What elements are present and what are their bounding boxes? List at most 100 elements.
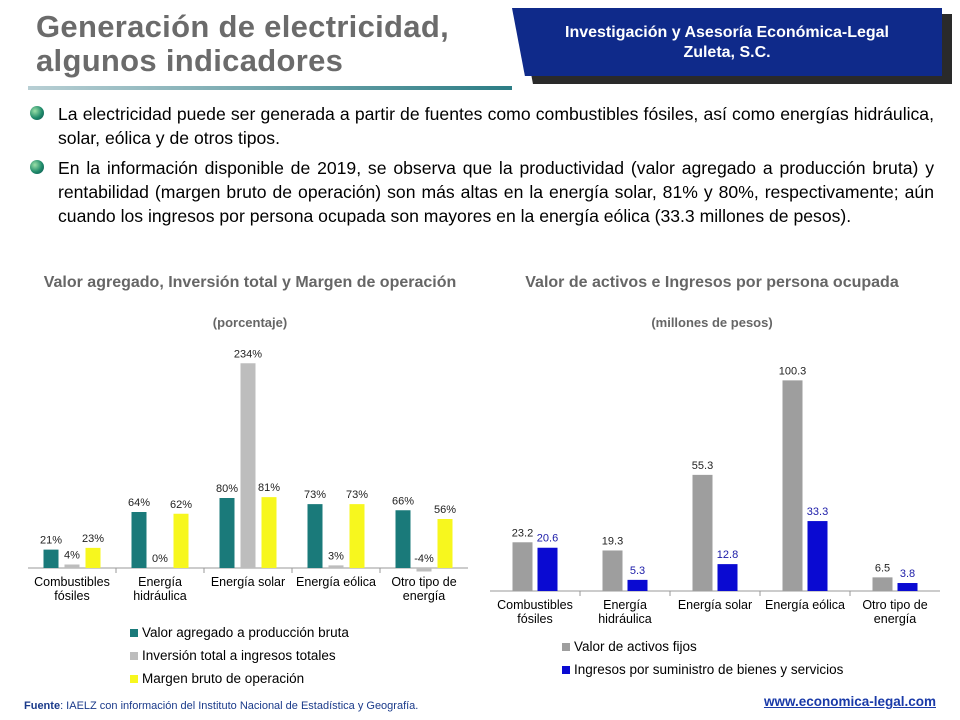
data-label: 3% <box>328 550 344 562</box>
chart1-legend: Valor agregado a producción bruta Invers… <box>130 621 349 690</box>
bar <box>240 363 256 568</box>
bullet-item: En la información disponible de 2019, se… <box>30 156 934 228</box>
bar <box>219 498 235 568</box>
data-label: 12.8 <box>717 549 738 561</box>
bar <box>307 504 323 568</box>
legend-label: Valor agregado a producción bruta <box>142 625 349 640</box>
bullet-sphere-icon <box>30 106 44 120</box>
data-label: 0% <box>152 553 168 565</box>
legend-swatch <box>562 665 570 674</box>
legend-label: Valor de activos fijos <box>574 639 697 654</box>
legend-label: Ingresos por suministro de bienes y serv… <box>574 662 844 677</box>
data-label: 55.3 <box>692 460 713 472</box>
data-label: -4% <box>414 553 434 565</box>
category-label: Otro tipo de <box>391 575 456 589</box>
source-label: Fuente <box>24 700 61 712</box>
legend-swatch <box>562 642 570 651</box>
category-label: fósiles <box>517 612 552 626</box>
data-label: 3.8 <box>900 568 915 580</box>
bar <box>43 549 59 568</box>
bar <box>64 564 80 568</box>
source-text: : IAELZ con información del Instituto Na… <box>60 700 419 712</box>
chart2-title: Valor de activos e Ingresos por persona … <box>525 274 899 291</box>
legend-item: Ingresos por suministro de bienes y serv… <box>562 658 843 681</box>
legend-item: Valor agregado a producción bruta <box>130 621 349 644</box>
category-label: Combustibles <box>497 598 573 612</box>
bar <box>692 474 713 591</box>
category-label: fósiles <box>54 589 89 603</box>
website-link[interactable]: www.economica-legal.com <box>763 694 936 709</box>
bar <box>173 513 189 568</box>
data-label: 5.3 <box>630 565 645 577</box>
category-label: Energía <box>603 598 647 612</box>
category-label: Energía eólica <box>296 575 376 589</box>
category-label: Combustibles <box>34 575 110 589</box>
category-label: hidráulica <box>598 612 652 626</box>
bar <box>152 568 168 569</box>
data-label: 73% <box>304 489 326 501</box>
data-label: 33.3 <box>807 506 828 518</box>
bar <box>349 504 365 568</box>
data-label: 80% <box>216 483 238 495</box>
bar <box>437 519 453 568</box>
legend-swatch <box>130 628 138 637</box>
bullet-text: En la información disponible de 2019, se… <box>58 158 934 226</box>
bar <box>131 512 147 568</box>
legend-item: Inversión total a ingresos totales <box>130 644 349 667</box>
category-label: Otro tipo de <box>862 598 927 612</box>
data-label: 19.3 <box>602 535 623 547</box>
data-label: 20.6 <box>537 533 558 545</box>
data-label: 4% <box>64 550 80 562</box>
bar <box>627 579 648 591</box>
firm-name: Investigación y Asesoría Económica-Legal <box>565 24 889 41</box>
bar <box>537 547 558 591</box>
data-label: 23% <box>82 533 104 545</box>
bar <box>85 547 101 568</box>
bar <box>807 521 828 591</box>
category-label: hidráulica <box>133 589 187 603</box>
data-label: 73% <box>346 489 368 501</box>
bar <box>782 380 803 591</box>
bar <box>395 510 411 568</box>
legend-item: Valor de activos fijos <box>562 635 843 658</box>
bullet-list: La electricidad puede ser generada a par… <box>30 102 934 234</box>
category-label: Energía solar <box>678 598 752 612</box>
bar <box>512 542 533 591</box>
category-label: Energía eólica <box>765 598 845 612</box>
category-label: Energía solar <box>211 575 285 589</box>
data-label: 81% <box>258 482 280 494</box>
legend-swatch <box>130 674 138 683</box>
bullet-text: La electricidad puede ser generada a par… <box>58 104 934 148</box>
chart2-legend: Valor de activos fijos Ingresos por sumi… <box>562 635 843 681</box>
data-label: 62% <box>170 499 192 511</box>
bullet-sphere-icon <box>30 160 44 174</box>
data-label: 66% <box>392 495 414 507</box>
title-line-1: Generación de electricidad, <box>36 9 449 44</box>
bullet-item: La electricidad puede ser generada a par… <box>30 102 934 150</box>
legend-label: Margen bruto de operación <box>142 671 305 686</box>
bar <box>897 583 918 591</box>
legend-label: Inversión total a ingresos totales <box>142 648 336 663</box>
bar <box>328 565 344 568</box>
category-label: Energía <box>138 575 182 589</box>
data-label: 100.3 <box>779 365 807 377</box>
bar <box>416 568 432 572</box>
title-underline <box>28 86 512 90</box>
firm-banner: Investigación y Asesoría Económica-Legal… <box>512 8 942 76</box>
data-label: 64% <box>128 497 150 509</box>
bar <box>261 497 277 568</box>
chart2-subtitle: (millones de pesos) <box>651 315 773 330</box>
chart1-title: Valor agregado, Inversión total y Margen… <box>43 274 457 291</box>
page-title: Generación de electricidad, algunos indi… <box>36 10 506 78</box>
data-label: 56% <box>434 504 456 516</box>
firm-suffix: Zuleta, S.C. <box>683 44 771 61</box>
title-line-2: algunos indicadores <box>36 43 344 78</box>
data-label: 21% <box>40 535 62 547</box>
data-label: 6.5 <box>875 562 890 574</box>
chart1-subtitle: (porcentaje) <box>212 315 288 330</box>
bar <box>872 577 893 591</box>
data-label: 234% <box>234 348 262 360</box>
bar <box>717 564 738 591</box>
